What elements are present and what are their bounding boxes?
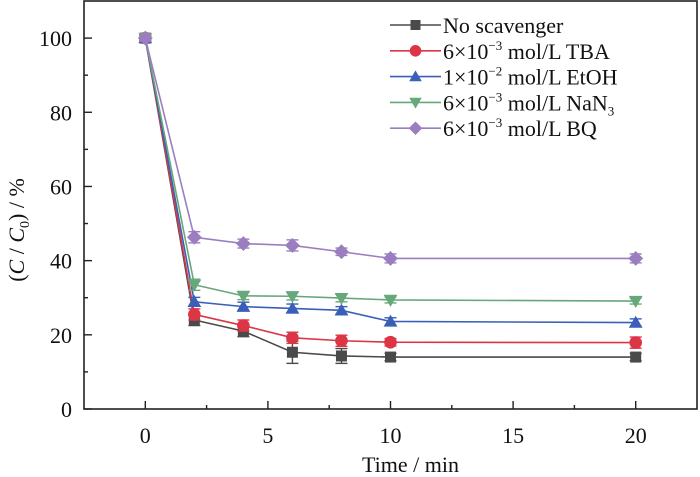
data-point [235,236,251,251]
data-point [383,250,398,266]
data-point [187,294,202,307]
data-point [383,314,398,327]
legend-label: 1×10−2 mol/L EtOH [443,64,618,90]
data-point [334,292,349,305]
series-layer [137,30,644,365]
y-axis: 0 20 40 60 80 100 [39,26,92,422]
y-tick-label: 100 [39,26,72,51]
y-title-sep: / [4,243,29,260]
data-point [284,238,300,253]
data-point [335,350,347,362]
legend-item: 1×10−2 mol/L EtOH [390,64,618,90]
x-tick-label: 0 [140,423,151,448]
data-point [187,279,202,292]
data-point [629,336,642,349]
legend-item: No scavenger [390,13,564,38]
legend-label: 6×10−3 mol/L TBA [443,38,610,64]
y-title-var2: C [4,228,29,243]
legend-item: 6×10−3 mol/L BQ [390,115,597,141]
data-point [334,244,349,260]
y-axis-title: (C / C0) / % [4,178,33,282]
data-point [188,308,201,321]
legend-label: 6×10−3 mol/L NaN3 [443,89,614,118]
data-point [236,290,251,303]
series-4 [137,30,644,266]
legend-label: 6×10−3 mol/L BQ [443,115,597,141]
y-tick-label: 60 [50,174,72,199]
y-title-open: ( [4,274,29,281]
legend-item: 6×10−3 mol/L NaN3 [390,89,614,118]
data-point [385,351,396,363]
legend-marker [409,70,422,82]
x-axis-title: Time / min [362,452,459,477]
data-point [285,301,300,314]
x-tick-label: 15 [502,423,524,448]
data-point [286,331,299,345]
data-point [335,334,348,348]
data-point [628,250,644,266]
y-tick-label: 40 [50,249,72,274]
data-point [286,346,298,358]
legend-marker [409,97,422,109]
legend-label: No scavenger [443,13,564,38]
legend-marker [410,20,421,30]
y-title-var2-sub: 0 [18,221,33,228]
y-tick-label: 80 [50,100,72,125]
data-point [383,294,398,307]
data-point [285,291,300,304]
legend-marker [408,121,423,135]
legend-item: 6×10−3 mol/L TBA [390,38,610,64]
x-tick-label: 5 [262,423,273,448]
data-point [628,295,643,308]
x-axis: 0 5 10 15 20 [140,401,647,448]
legend-marker [409,45,422,57]
y-tick-label: 0 [61,397,72,422]
data-point [630,351,642,363]
x-tick-label: 20 [625,423,647,448]
data-point [186,229,202,245]
data-point [334,303,349,316]
y-title-close: ) / % [4,178,29,221]
data-point [137,30,153,46]
x-tick-label: 10 [380,423,402,448]
data-point [628,315,643,328]
data-point [384,335,397,349]
y-title-var1: C [4,259,29,274]
data-point [236,299,251,312]
y-tick-label: 20 [50,323,72,348]
data-point [237,319,250,332]
